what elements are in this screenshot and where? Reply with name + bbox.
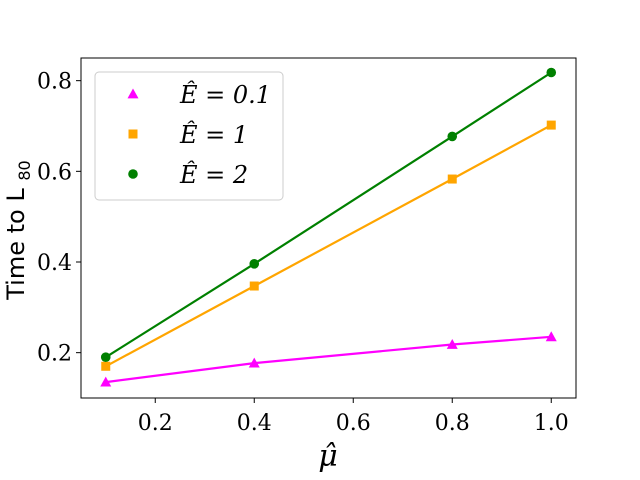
- data-point: [447, 174, 457, 184]
- y-tick-label: 0.4: [37, 251, 72, 276]
- legend-marker: [128, 169, 138, 179]
- data-point: [249, 259, 260, 269]
- data-point: [545, 331, 557, 342]
- y-tick-label: 0.8: [37, 70, 72, 95]
- plot-frame: [80, 57, 577, 399]
- x-tick-label: 0.6: [336, 411, 371, 436]
- data-point: [447, 131, 458, 142]
- data-point: [546, 120, 556, 130]
- series-line: [105, 71, 552, 359]
- x-tick-label: 0.8: [435, 411, 470, 436]
- legend: Ê = 0.1 Ê = 1 Ê = 2: [94, 71, 284, 201]
- series-line: [105, 335, 552, 384]
- legend-label: Ê = 0.1: [179, 80, 271, 109]
- x-tick-label: 0.2: [138, 411, 173, 436]
- legend-item: Ê = 1: [128, 120, 248, 149]
- legend-item: Ê = 0.1: [127, 80, 271, 109]
- series-layer: [100, 67, 557, 387]
- data-point: [100, 376, 112, 387]
- y-tick-label: 0.6: [37, 160, 72, 185]
- data-point: [101, 361, 111, 371]
- legend-marker: [128, 129, 138, 139]
- series-line: [105, 124, 552, 368]
- x-tick-label: 0.4: [237, 411, 272, 436]
- data-point: [100, 352, 111, 363]
- legend-marker: [127, 88, 139, 99]
- plot-area: [80, 57, 577, 399]
- legend-frame: [94, 71, 284, 201]
- data-point: [546, 67, 557, 78]
- y-tick-label: 0.2: [37, 342, 72, 367]
- y-axis-title-main: Time to L: [2, 188, 30, 301]
- data-point: [248, 357, 260, 368]
- data-point: [249, 281, 259, 291]
- series-triangle: [100, 331, 557, 387]
- data-point: [446, 339, 458, 349]
- series-square: [101, 120, 556, 371]
- x-tick-label: 1.0: [534, 411, 569, 436]
- x-axis-title: μ̂: [318, 439, 338, 474]
- legend-label: Ê = 2: [179, 160, 248, 189]
- x-axis: 0.2 0.4 0.6 0.8 1.0: [138, 398, 569, 436]
- y-axis: 0.2 0.4 0.6 0.8: [37, 70, 81, 367]
- legend-item: Ê = 2: [128, 160, 248, 189]
- y-axis-title: Time to L 80: [2, 160, 34, 300]
- series-circle: [100, 67, 557, 363]
- legend-label: Ê = 1: [179, 120, 248, 149]
- y-axis-title-subscript: 80: [15, 160, 34, 180]
